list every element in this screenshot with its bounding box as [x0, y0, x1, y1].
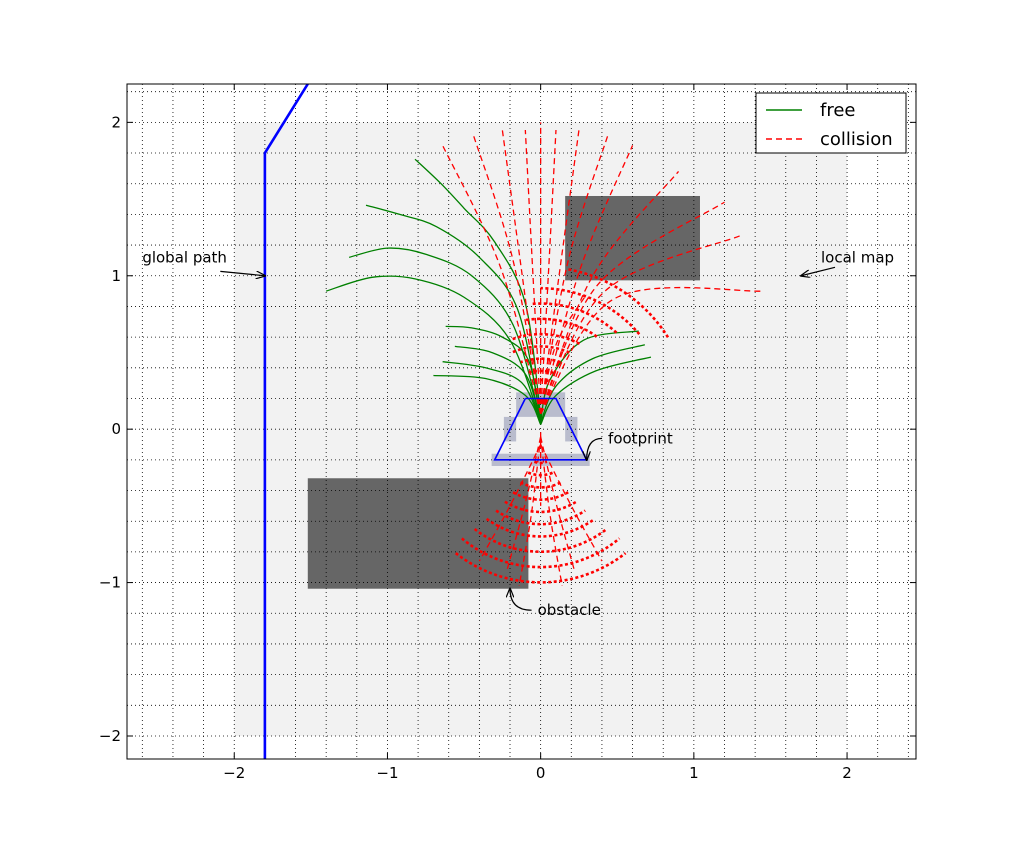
annotation-arrow — [587, 437, 603, 459]
free-trajectory-1 — [348, 247, 542, 421]
collision-trajectory-4 — [540, 129, 580, 414]
collision-trajectory-12 — [540, 286, 763, 415]
annotation-label: footprint — [608, 429, 673, 447]
collision-arc-7 — [540, 286, 641, 336]
global-path-line — [263, 84, 309, 759]
annotation-arrow — [220, 270, 265, 275]
collision-arc-18 — [454, 552, 627, 584]
free-trajectory-10 — [540, 356, 652, 425]
collision-trajectory-8 — [540, 145, 634, 415]
collision-trajectory-17 — [478, 444, 542, 562]
collision-trajectory-11 — [540, 235, 741, 415]
collision-trajectory-10 — [540, 201, 725, 415]
free-trajectory-4 — [445, 325, 542, 422]
obstacle-0 — [565, 195, 700, 281]
collision-arc-2 — [520, 357, 562, 364]
collision-arc-12 — [512, 491, 569, 501]
y-tick-label: −2 — [99, 727, 121, 745]
x-tick-label: −2 — [223, 764, 245, 782]
legend-box — [755, 92, 907, 154]
collision-trajectory-5 — [472, 134, 542, 414]
collision-arc-13 — [504, 500, 578, 514]
collision-arc-16 — [473, 527, 608, 553]
collision-trajectory-9 — [540, 171, 680, 415]
annotation-label: local map — [821, 248, 894, 266]
y-tick-label: −1 — [99, 574, 121, 592]
collision-trajectory-16 — [540, 436, 575, 571]
collision-arc-14 — [495, 509, 586, 526]
collision-trajectory-20 — [540, 436, 563, 586]
x-tick-label: 0 — [536, 764, 546, 782]
collision-arc-6 — [530, 302, 618, 334]
collision-arc-10 — [527, 471, 554, 477]
collision-arc-3 — [511, 345, 570, 354]
collision-arc-8 — [566, 267, 670, 339]
free-trajectory-7 — [433, 374, 542, 425]
free-trajectory-6 — [442, 361, 542, 424]
collision-trajectory-18 — [540, 444, 603, 562]
free-trajectory-9 — [540, 344, 645, 424]
collision-arc-0 — [532, 378, 549, 383]
legend-label: free — [820, 100, 856, 121]
collision-trajectory-6 — [540, 134, 609, 414]
plot-frame — [126, 83, 917, 760]
free-trajectory-0 — [325, 275, 542, 422]
annotation-label: obstacle — [538, 601, 601, 619]
collision-trajectory-1 — [524, 129, 542, 414]
x-tick-label: 1 — [689, 764, 699, 782]
free-trajectory-5 — [454, 345, 542, 424]
x-tick-label: −1 — [376, 764, 398, 782]
annotation-label: global path — [142, 248, 227, 266]
y-tick-label: 0 — [111, 420, 121, 438]
collision-arc-1 — [527, 369, 554, 374]
y-tick-label: 1 — [111, 267, 121, 285]
y-tick-label: 2 — [111, 113, 121, 131]
collision-arc-17 — [461, 537, 621, 569]
collision-trajectory-15 — [506, 436, 542, 571]
collision-arc-15 — [485, 517, 596, 538]
free-trajectory-2 — [365, 204, 542, 419]
legend-label: collision — [820, 129, 893, 150]
collision-trajectory-7 — [442, 145, 542, 415]
annotation-arrow — [801, 266, 836, 275]
legend: free collision — [755, 92, 907, 154]
collision-arc-5 — [523, 317, 598, 338]
annotation-arrow — [510, 589, 532, 611]
collision-arc-9 — [533, 460, 548, 465]
collision-arc-4 — [511, 332, 581, 345]
x-tick-label: 2 — [842, 764, 852, 782]
collision-trajectory-19 — [518, 436, 542, 586]
